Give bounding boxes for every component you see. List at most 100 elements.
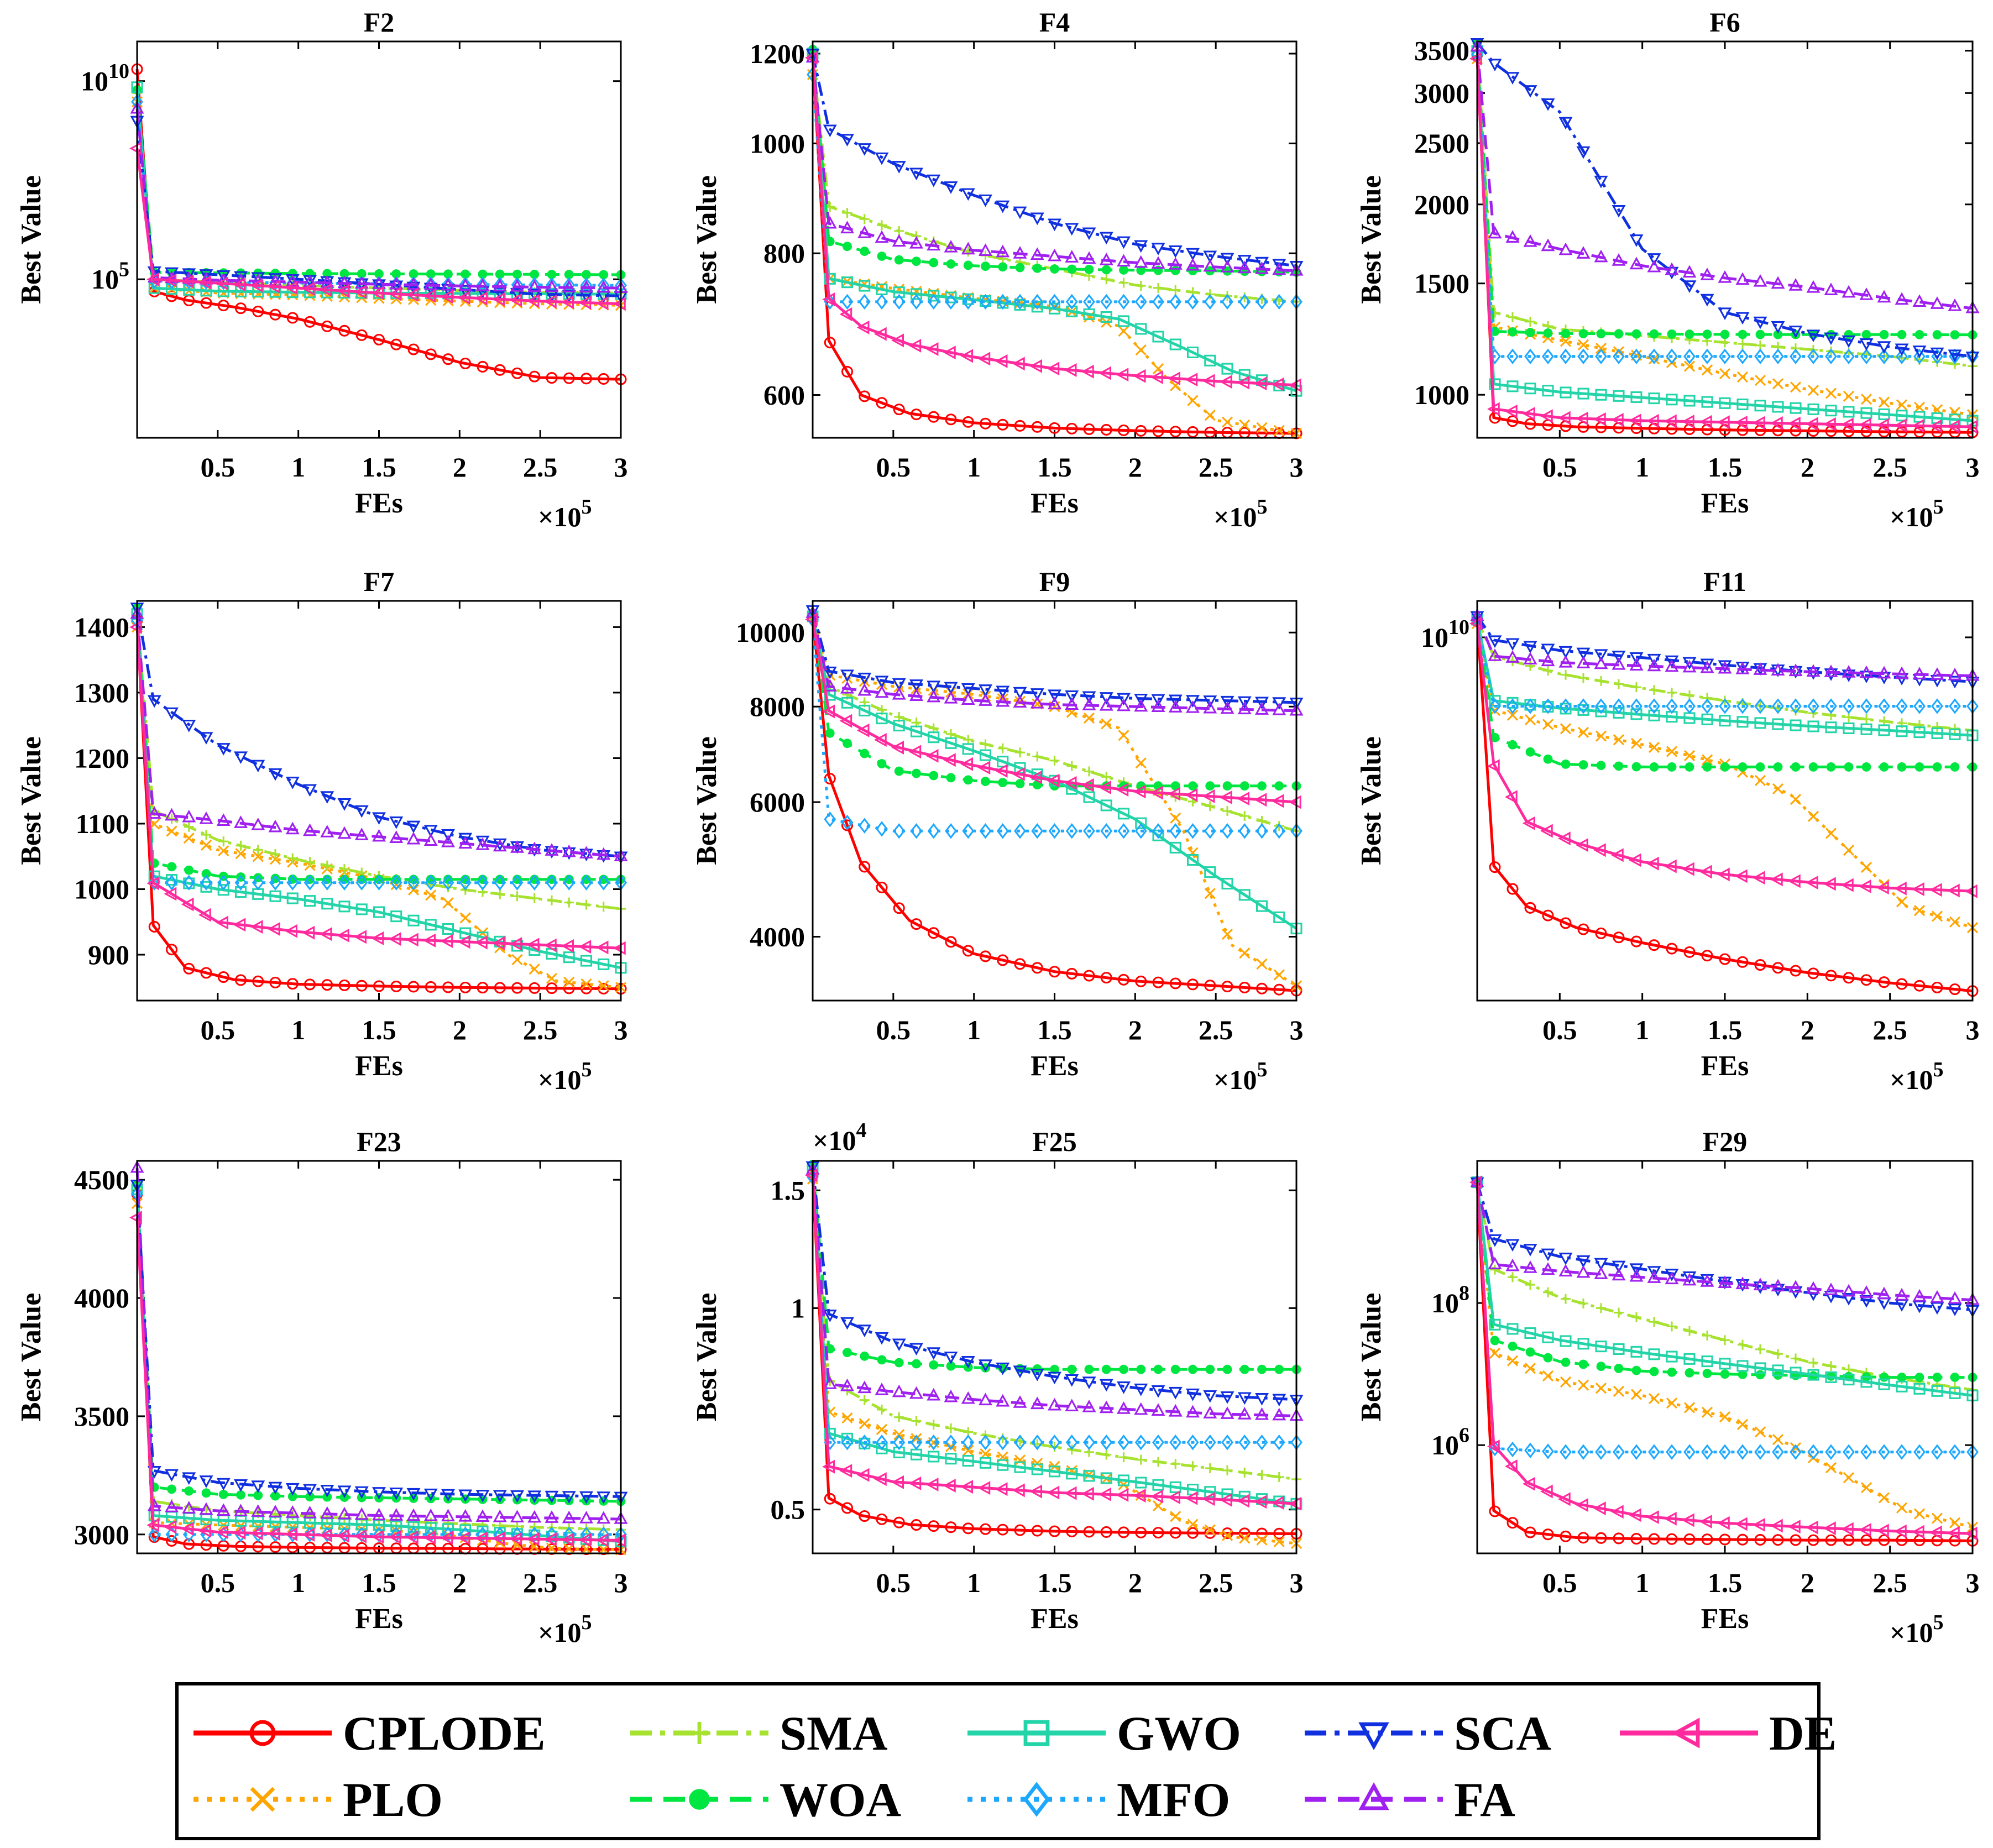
series-line xyxy=(135,108,621,290)
series-marker xyxy=(1842,665,1856,678)
series-marker xyxy=(1824,332,1838,345)
series-marker xyxy=(858,294,871,310)
series-marker xyxy=(892,1338,906,1352)
series-marker xyxy=(423,825,438,837)
series-marker xyxy=(1929,419,1942,433)
series-marker xyxy=(1133,784,1146,799)
series-marker xyxy=(877,220,887,231)
series-marker xyxy=(979,294,992,310)
series-marker xyxy=(184,1486,194,1496)
series-marker xyxy=(1049,755,1060,766)
series-marker xyxy=(217,884,229,896)
series-marker xyxy=(1788,663,1803,677)
series-marker xyxy=(253,845,263,855)
series-cplode xyxy=(807,610,1302,997)
series-marker xyxy=(1859,879,1871,893)
series-marker xyxy=(1014,420,1026,432)
series-marker xyxy=(1948,298,1962,311)
series-marker xyxy=(1754,959,1766,971)
y-tick-label: 1000 xyxy=(750,128,805,159)
series-marker xyxy=(1577,698,1589,714)
series-marker xyxy=(1824,1282,1838,1295)
series-marker xyxy=(252,851,264,862)
series-marker xyxy=(1913,1508,1926,1520)
series-marker xyxy=(1487,1439,1500,1454)
series-marker xyxy=(944,1352,958,1364)
series-marker xyxy=(1081,1486,1094,1501)
series-marker xyxy=(980,739,991,750)
series-marker xyxy=(1825,1534,1837,1546)
series-marker xyxy=(1030,212,1044,226)
series-marker xyxy=(1081,364,1094,379)
series-marker xyxy=(1014,695,1026,707)
series-marker xyxy=(1064,776,1077,790)
axes-frame xyxy=(1476,1160,1974,1554)
series-marker xyxy=(1683,1402,1696,1414)
series-marker xyxy=(1631,682,1641,693)
series-marker xyxy=(1202,789,1215,803)
series-marker xyxy=(1931,910,1943,922)
y-axis-label: Best Value xyxy=(1356,736,1387,865)
series-marker xyxy=(1717,867,1730,882)
series-marker xyxy=(1576,1265,1591,1278)
series-marker xyxy=(1876,881,1889,895)
series-marker xyxy=(597,875,610,891)
series-marker xyxy=(1807,1369,1819,1381)
series-marker xyxy=(1470,38,1484,51)
y-tick-label: 1500 xyxy=(1414,268,1469,299)
series-marker xyxy=(1700,1274,1714,1287)
series-marker xyxy=(1506,348,1519,364)
series-marker xyxy=(824,337,836,349)
series-marker xyxy=(1718,307,1732,321)
series-marker xyxy=(1717,415,1730,430)
series-marker xyxy=(1134,255,1148,268)
series-marker xyxy=(1593,843,1606,857)
series-marker xyxy=(217,300,229,312)
x-tick-label: 2.5 xyxy=(1199,452,1233,483)
series-marker xyxy=(1577,726,1589,738)
series-marker xyxy=(1576,838,1588,852)
series-marker xyxy=(1220,260,1234,273)
series-marker xyxy=(198,908,211,922)
series-marker xyxy=(876,397,888,409)
series-marker xyxy=(910,918,923,930)
series-marker xyxy=(1950,762,1960,772)
series-marker xyxy=(1488,59,1502,72)
series-marker xyxy=(1560,336,1572,347)
series-marker xyxy=(1117,236,1131,249)
series-marker xyxy=(893,294,906,310)
series-marker xyxy=(304,875,316,891)
series-marker xyxy=(928,731,940,744)
series-marker xyxy=(1117,1435,1130,1451)
series-marker xyxy=(910,288,923,300)
series-marker xyxy=(425,875,437,891)
panel-f6: 0.5 1 1.5 2 2.5 3100015002000250030003500F6FE… xyxy=(1356,7,1980,532)
series-marker xyxy=(459,981,472,993)
series-marker xyxy=(1701,1444,1713,1460)
series-marker xyxy=(927,294,940,310)
series-marker xyxy=(1271,1496,1284,1510)
series-marker xyxy=(1807,967,1819,980)
series-marker xyxy=(1256,982,1268,994)
series-marker xyxy=(912,256,921,266)
series-marker xyxy=(1912,1525,1924,1539)
series-marker xyxy=(320,825,334,837)
series-marker xyxy=(1929,883,1942,897)
series-marker xyxy=(1735,1276,1750,1290)
series-marker xyxy=(1949,983,1961,996)
series-marker xyxy=(1771,276,1785,289)
series-marker xyxy=(1152,294,1164,310)
series-de xyxy=(1469,1175,1978,1541)
series-marker xyxy=(165,1535,178,1547)
series-marker xyxy=(1685,1326,1694,1336)
series-marker xyxy=(200,881,212,893)
series-line xyxy=(135,90,621,276)
series-marker xyxy=(613,297,626,311)
axes-frame xyxy=(1476,40,1974,439)
series-marker xyxy=(563,372,575,384)
series-marker xyxy=(927,238,941,251)
series-marker xyxy=(1649,329,1659,339)
y-tick-label: 2000 xyxy=(1414,189,1469,220)
series-marker xyxy=(217,875,230,891)
series-marker xyxy=(372,829,386,842)
